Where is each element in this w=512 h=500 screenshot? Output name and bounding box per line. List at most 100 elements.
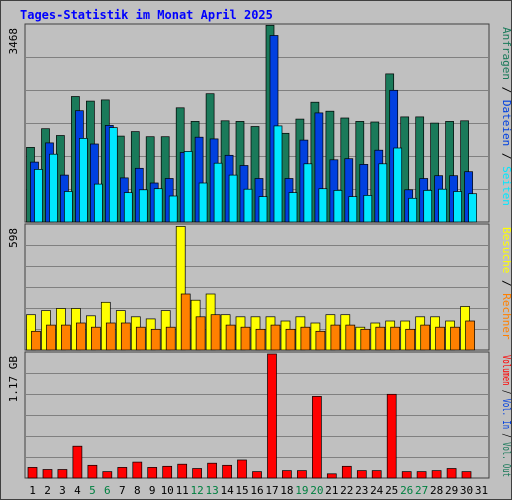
bar-rechner-day-1 [31, 330, 41, 351]
x-tick-label-day-17: 17 [265, 484, 278, 497]
bar-rechner-day-6 [105, 322, 116, 351]
bar-rechner-day-5 [91, 326, 101, 351]
bar-volumen-day-11 [177, 463, 188, 479]
legend-entry: Dateien [500, 100, 512, 146]
bar-seiten-day-28 [438, 188, 447, 223]
legend-separator: / [500, 146, 512, 166]
bar-seiten-day-2 [49, 153, 58, 223]
legend-separator: / [500, 385, 512, 398]
bar-seiten-day-3 [64, 191, 73, 223]
bar-volumen-day-27 [416, 471, 427, 479]
bar-seiten-day-5 [94, 183, 103, 223]
chart-title: Tages-Statistik im Monat April 2025 [20, 8, 273, 22]
bar-rechner-day-26 [405, 328, 416, 351]
bar-seiten-day-9 [153, 188, 163, 223]
bar-volumen-day-20 [312, 396, 322, 479]
bar-volumen-day-2 [42, 469, 53, 479]
x-tick-label-day-25: 25 [385, 484, 398, 497]
x-tick-label-day-12: 12 [190, 484, 203, 497]
legend-entry: Volumen [500, 355, 512, 385]
bar-seiten-day-18 [288, 192, 298, 223]
bar-volumen-day-16 [252, 471, 262, 479]
x-tick-label-day-6: 6 [104, 484, 111, 497]
x-tick-label-day-1: 1 [29, 484, 36, 497]
legend-entry: Seiten [500, 166, 512, 206]
bar-volumen-day-18 [282, 470, 292, 479]
bar-volumen-day-24 [371, 470, 382, 479]
bar-rechner-day-14 [225, 324, 236, 351]
x-tick-label-day-2: 2 [44, 484, 51, 497]
legend-bottom: Volumen / Vol. In / Vol. Out [500, 355, 512, 477]
bar-rechner-day-13 [210, 314, 221, 351]
bar-rechner-day-25 [390, 326, 401, 351]
x-tick-label-day-27: 27 [415, 484, 428, 497]
bar-seiten-day-24 [378, 163, 388, 223]
x-tick-label-day-11: 11 [176, 484, 189, 497]
legend-middle: Besuche / Rechner [500, 227, 512, 340]
bar-volumen-day-3 [57, 469, 68, 479]
x-tick-label-day-29: 29 [445, 484, 458, 497]
x-tick-label-day-20: 20 [310, 484, 323, 497]
x-tick-label-day-9: 9 [149, 484, 156, 497]
bar-rechner-day-9 [150, 328, 161, 351]
bar-seiten-day-13 [213, 162, 223, 223]
bar-rechner-day-27 [420, 324, 431, 351]
x-tick-label-day-24: 24 [370, 484, 384, 497]
bar-seiten-day-1 [34, 169, 43, 223]
bar-seiten-day-22 [348, 196, 358, 223]
bar-seiten-day-29 [453, 191, 462, 223]
panel-middle: 598 Besuche / Rechner [7, 223, 512, 351]
legend-separator: / [500, 80, 512, 100]
bar-rechner-day-30 [465, 320, 475, 351]
bar-rechner-day-11 [180, 293, 191, 351]
bar-seiten-day-10 [168, 195, 178, 223]
bar-seiten-day-26 [408, 197, 418, 223]
bar-seiten-day-12 [198, 182, 208, 223]
bar-seiten-day-16 [258, 196, 268, 223]
x-tick-label-day-30: 30 [460, 484, 473, 497]
bar-seiten-day-6 [108, 127, 118, 223]
bar-volumen-day-17 [267, 353, 277, 479]
x-tick-label-day-28: 28 [430, 484, 443, 497]
bar-rechner-day-22 [345, 324, 356, 351]
legend-separator: / [500, 429, 512, 442]
bar-seiten-day-11 [183, 151, 193, 223]
bar-rechner-day-17 [270, 324, 281, 351]
legend-entry: Besuche [500, 227, 512, 273]
bar-volumen-day-5 [87, 464, 98, 479]
bar-rechner-day-21 [330, 324, 341, 351]
x-tick-label-day-13: 13 [205, 484, 218, 497]
x-tick-label-day-7: 7 [119, 484, 126, 497]
bar-volumen-day-15 [237, 459, 247, 479]
bar-seiten-day-25 [393, 147, 403, 223]
bar-volumen-day-8 [132, 461, 143, 479]
x-tick-label-day-22: 22 [340, 484, 353, 497]
bar-seiten-day-15 [243, 188, 253, 223]
bar-rechner-day-19 [300, 326, 311, 351]
bar-seiten-day-7 [123, 192, 133, 223]
legend-entry: Anfragen [500, 27, 512, 80]
bar-rechner-day-16 [255, 328, 266, 351]
bar-rechner-day-12 [195, 316, 206, 351]
x-tick-label-day-15: 15 [235, 484, 248, 497]
panel-bottom: 1.17 GB Volumen / Vol. In / Vol. Out [7, 351, 512, 479]
bar-seiten-day-14 [228, 174, 238, 223]
bar-seiten-day-4 [79, 138, 88, 223]
bar-volumen-day-13 [207, 462, 217, 479]
bar-rechner-day-15 [240, 326, 251, 351]
bar-seiten-day-21 [333, 190, 343, 223]
y-max-label: 3468 [7, 28, 20, 55]
bar-rechner-day-24 [375, 326, 386, 351]
bar-rechner-day-28 [435, 326, 445, 351]
bar-volumen-day-29 [446, 468, 457, 479]
bar-rechner-day-10 [165, 326, 176, 351]
bar-volumen-day-6 [102, 471, 113, 479]
x-tick-label-day-8: 8 [134, 484, 141, 497]
x-tick-label-day-14: 14 [220, 484, 234, 497]
bar-volumen-day-22 [341, 465, 352, 479]
bar-seiten-day-23 [363, 195, 373, 223]
bar-volumen-day-28 [431, 470, 442, 479]
bar-seiten-day-8 [138, 189, 148, 223]
legend-separator: / [500, 273, 512, 293]
bar-volumen-day-10 [162, 465, 173, 479]
